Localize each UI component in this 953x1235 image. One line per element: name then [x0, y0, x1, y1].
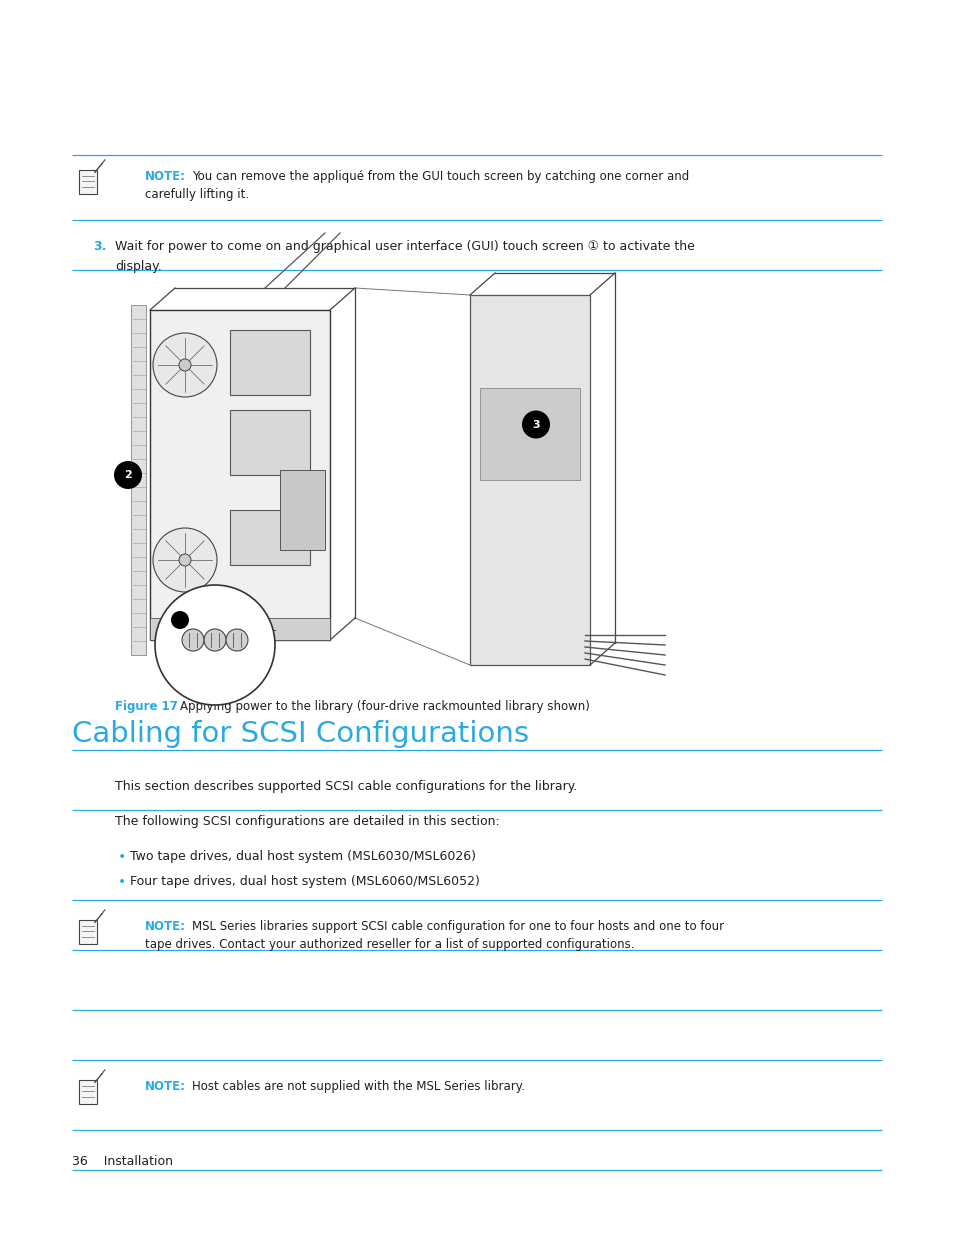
- Text: MSL Series libraries support SCSI cable configuration for one to four hosts and : MSL Series libraries support SCSI cable …: [192, 920, 723, 932]
- FancyBboxPatch shape: [79, 1079, 96, 1104]
- FancyBboxPatch shape: [131, 305, 146, 655]
- Text: 3: 3: [532, 420, 539, 430]
- FancyBboxPatch shape: [230, 410, 310, 475]
- Text: •: •: [118, 850, 126, 864]
- FancyBboxPatch shape: [230, 510, 310, 564]
- Text: NOTE:: NOTE:: [145, 920, 186, 932]
- Text: •: •: [118, 876, 126, 889]
- Text: carefully lifting it.: carefully lifting it.: [145, 188, 249, 201]
- Circle shape: [171, 611, 189, 629]
- Text: 2: 2: [124, 471, 132, 480]
- Text: Two tape drives, dual host system (MSL6030/MSL6026): Two tape drives, dual host system (MSL60…: [130, 850, 476, 863]
- Text: This section describes supported SCSI cable configurations for the library.: This section describes supported SCSI ca…: [115, 781, 577, 793]
- Text: You can remove the appliqué from the GUI touch screen by catching one corner and: You can remove the appliqué from the GUI…: [192, 170, 688, 183]
- Circle shape: [521, 410, 550, 438]
- Text: The following SCSI configurations are detailed in this section:: The following SCSI configurations are de…: [115, 815, 499, 827]
- Text: NOTE:: NOTE:: [145, 1079, 186, 1093]
- FancyBboxPatch shape: [230, 330, 310, 395]
- FancyBboxPatch shape: [150, 310, 330, 640]
- FancyBboxPatch shape: [79, 170, 96, 194]
- Text: Four tape drives, dual host system (MSL6060/MSL6052): Four tape drives, dual host system (MSL6…: [130, 876, 479, 888]
- Circle shape: [179, 359, 191, 370]
- FancyBboxPatch shape: [280, 471, 325, 550]
- Circle shape: [154, 585, 274, 705]
- Text: Wait for power to come on and graphical user interface (GUI) touch screen ① to a: Wait for power to come on and graphical …: [115, 240, 694, 253]
- Circle shape: [179, 555, 191, 566]
- Text: 3.: 3.: [92, 240, 107, 253]
- Circle shape: [226, 629, 248, 651]
- Text: display.: display.: [115, 261, 162, 273]
- FancyBboxPatch shape: [470, 295, 589, 664]
- Text: tape drives. Contact your authorized reseller for a list of supported configurat: tape drives. Contact your authorized res…: [145, 939, 634, 951]
- FancyBboxPatch shape: [79, 920, 96, 944]
- Text: Applying power to the library (four-drive rackmounted library shown): Applying power to the library (four-driv…: [180, 700, 589, 713]
- Circle shape: [152, 333, 216, 396]
- Text: Host cables are not supplied with the MSL Series library.: Host cables are not supplied with the MS…: [192, 1079, 524, 1093]
- Text: 36    Installation: 36 Installation: [71, 1155, 172, 1168]
- Text: NOTE:: NOTE:: [145, 170, 186, 183]
- FancyBboxPatch shape: [479, 388, 579, 480]
- Circle shape: [152, 529, 216, 592]
- Circle shape: [204, 629, 226, 651]
- Text: Figure 17: Figure 17: [115, 700, 177, 713]
- Circle shape: [113, 461, 142, 489]
- FancyBboxPatch shape: [150, 618, 330, 640]
- Circle shape: [182, 629, 204, 651]
- Text: Cabling for SCSI Configurations: Cabling for SCSI Configurations: [71, 720, 529, 748]
